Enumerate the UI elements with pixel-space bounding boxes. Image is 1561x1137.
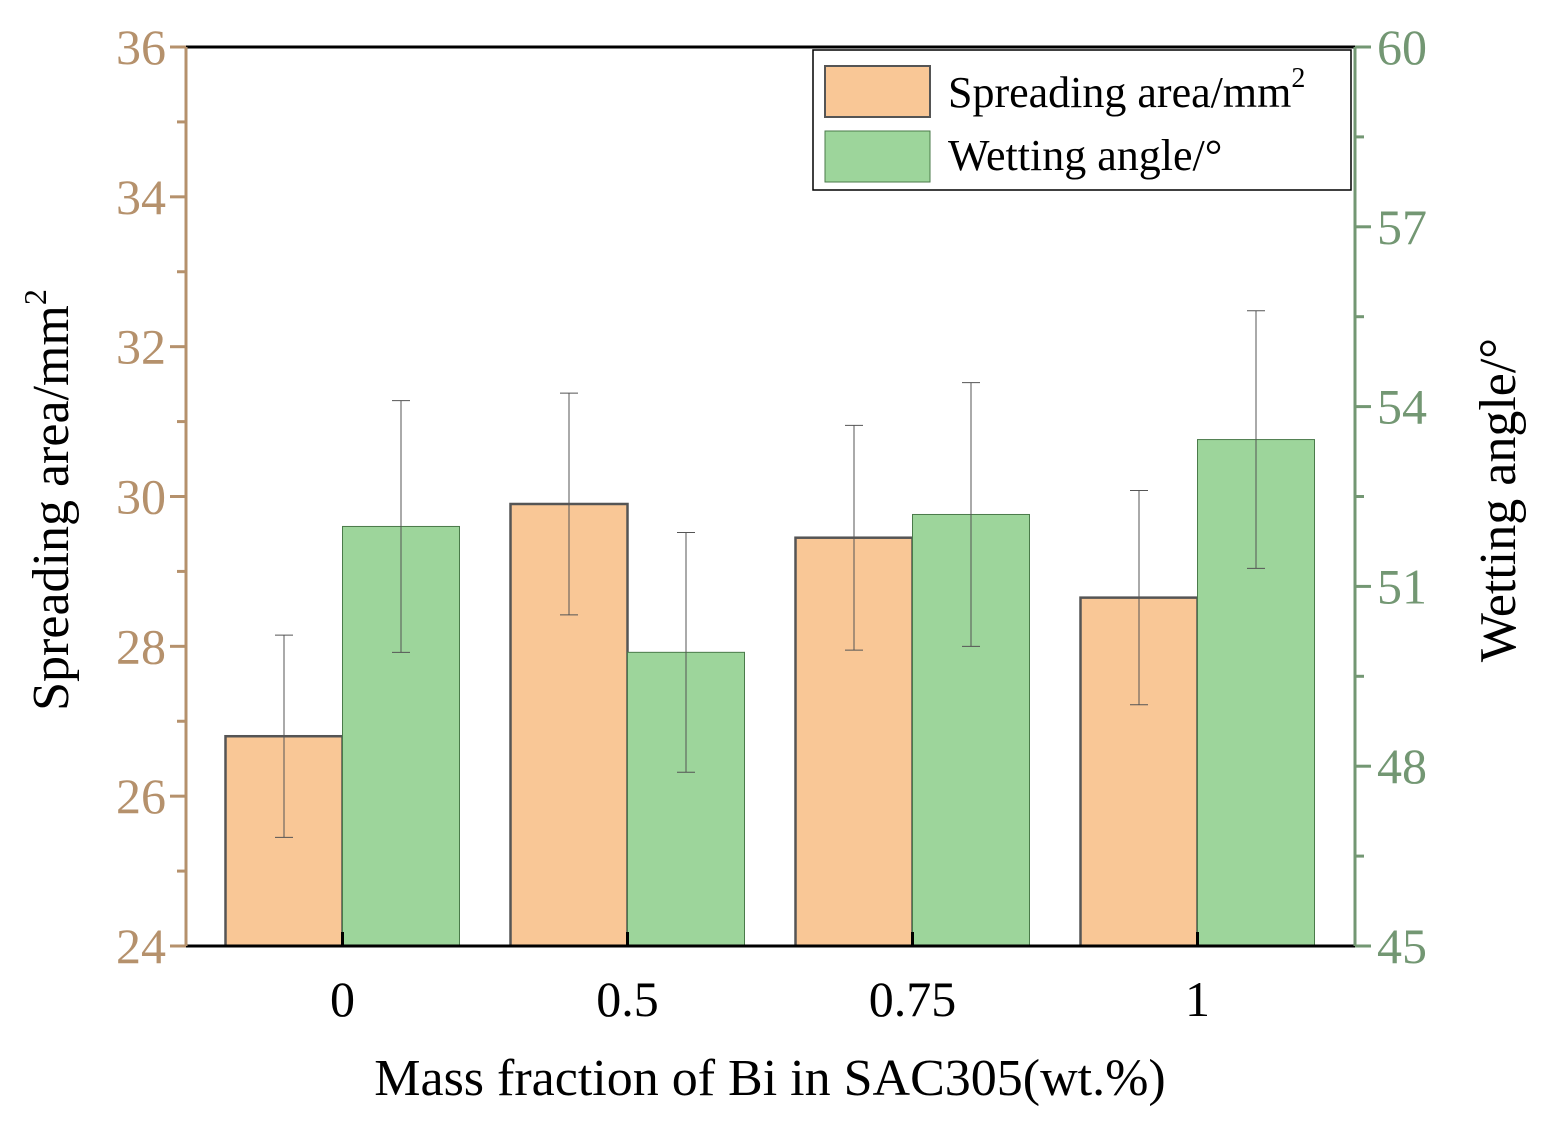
y-axis-label-left: Spreading area/mm2 [17,289,80,711]
right-tick-label-0: 45 [1377,918,1427,974]
x-tick-label-2: 0.75 [869,971,957,1027]
legend: Spreading area/mm2 Wetting angle/° [812,49,1352,191]
legend-label-spreading-area: Spreading area/mm2 [948,63,1305,117]
right-tick-label-4: 57 [1377,199,1427,255]
x-axis-label: Mass fraction of Bi in SAC305(wt.%) [374,1050,1165,1107]
x-tick-label-0: 0 [330,971,355,1027]
left-tick-label-6: 36 [116,19,166,75]
right-tick-label-2: 51 [1377,558,1427,614]
left-tick-label-1: 26 [116,768,166,824]
left-tick-label-5: 34 [116,169,166,225]
legend-swatch-wetting-angle [824,130,931,183]
left-tick-label-2: 28 [116,618,166,674]
legend-label-wetting-angle: Wetting angle/° [948,131,1222,180]
left-tick-label-4: 32 [116,319,166,375]
legend-swatch-spreading-area [824,65,931,118]
right-tick-label-3: 54 [1377,379,1427,435]
x-tick-label-3: 1 [1185,971,1210,1027]
left-tick-label-0: 24 [116,918,166,974]
right-tick-label-1: 48 [1377,738,1427,794]
plot-area [224,310,1315,948]
axes: 24 26 28 30 32 34 36 45 48 51 54 57 60 0 0.5 0.75 1 [116,19,1427,1027]
right-tick-label-5: 60 [1377,19,1427,75]
x-tick-label-1: 0.5 [596,971,659,1027]
left-tick-label-3: 30 [116,469,166,525]
y-axis-label-right: Wetting angle/° [1470,338,1527,662]
